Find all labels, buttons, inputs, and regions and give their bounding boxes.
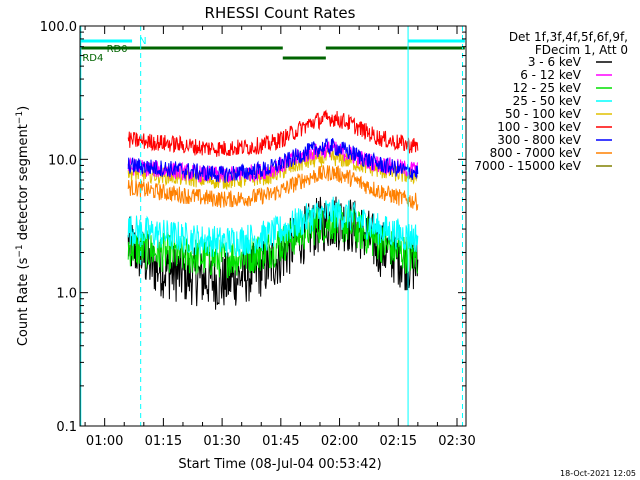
y-label-part: detector segment [16,124,31,244]
legend-label: 12 - 25 keV [513,81,582,95]
x-tick-label: 02:15 [380,434,417,449]
series-line-12-25keV [127,203,419,279]
legend-label: 3 - 6 keV [528,55,582,69]
legend-header-line2: FDecim 1, Att 0 [535,43,628,57]
legend-label: 300 - 800 keV [497,133,581,147]
y-label-part: −1 [15,111,25,124]
chart-title: RHESSI Count Rates [205,4,356,22]
y-axis-label: Count Rate (s−1 detector segment−1) [15,106,31,346]
legend-label: 100 - 300 keV [497,120,581,134]
y-label-part: −1 [15,244,25,257]
x-tick-label: 01:00 [86,434,123,449]
coverage-bars: RD0 RD4 N [81,36,465,64]
y-label-part: Count Rate (s [16,257,31,346]
x-axis-label: Start Time (08-Jul-04 00:53:42) [178,457,381,472]
y-tick-label: 0.1 [56,420,77,435]
legend-label: 800 - 7000 keV [490,146,582,160]
series-curves [127,109,419,310]
series-line-25-50keV [127,196,419,257]
timestamp: 18-Oct-2021 12:05 [560,469,636,478]
legend-label: 50 - 100 keV [505,107,582,121]
x-tick-label: 01:45 [262,434,299,449]
time-markers [80,26,463,426]
plot-frame [79,25,467,427]
night-label: N [139,36,146,47]
legend-label: 25 - 50 keV [513,94,582,108]
series-line-800-7000keV [127,165,419,211]
x-axis: 01:00 01:15 01:30 01:45 02:00 02:15 02:30 [84,26,476,449]
x-tick-label: 02:00 [321,434,358,449]
y-tick-label: 1.0 [56,287,77,302]
legend-label: 7000 - 15000 keV [474,159,581,173]
y-label-part: ) [16,106,31,111]
rd4-label: RD4 [82,53,103,64]
series-line-100-300keV [127,109,419,157]
rd0-label: RD0 [107,44,128,55]
y-axis: 0.1 1.0 10.0 100.0 [40,20,466,435]
legend-label: 6 - 12 keV [520,68,582,82]
legend: Det 1f,3f,4f,5f,6f,9f, FDecim 1, Att 0 3… [474,30,628,173]
y-tick-label: 100.0 [40,20,77,35]
legend-header-line1: Det 1f,3f,4f,5f,6f,9f, [509,30,628,44]
y-tick-label: 10.0 [48,153,77,168]
series-line-300-800keV [127,137,419,183]
x-tick-label: 01:15 [145,434,182,449]
x-tick-label: 02:30 [438,434,475,449]
x-tick-label: 01:30 [203,434,240,449]
